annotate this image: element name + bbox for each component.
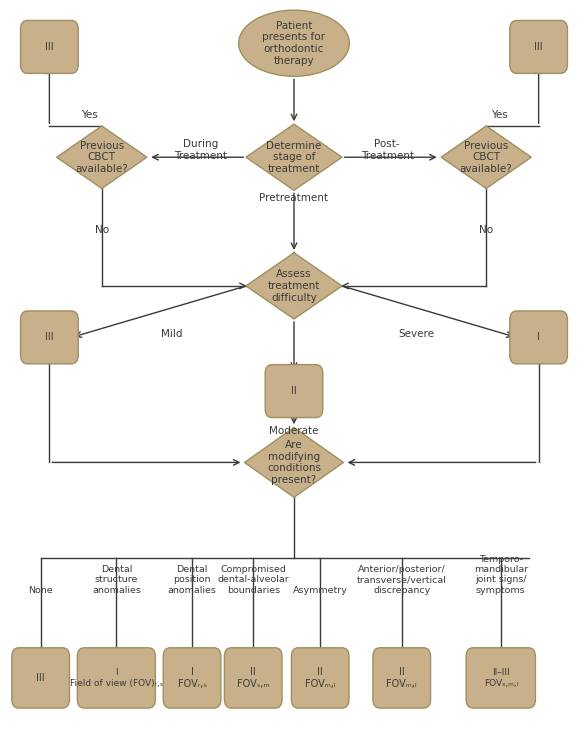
Text: Are
modifying
conditions
present?: Are modifying conditions present? (267, 440, 321, 485)
Text: II
FOVₘ,ₗ: II FOVₘ,ₗ (305, 667, 336, 688)
Text: Temporo-
mandibular
joint signs/
symptoms: Temporo- mandibular joint signs/ symptom… (474, 554, 528, 595)
Text: Determine
stage of
treatment: Determine stage of treatment (266, 141, 322, 174)
Text: Post-
Treatment: Post- Treatment (360, 139, 414, 161)
Text: I: I (537, 333, 540, 342)
Text: Asymmetry: Asymmetry (293, 586, 348, 595)
Text: Previous
CBCT
available?: Previous CBCT available? (460, 141, 513, 174)
FancyBboxPatch shape (12, 648, 69, 708)
FancyBboxPatch shape (225, 648, 282, 708)
Text: Dental
structure
anomalies: Dental structure anomalies (92, 565, 141, 595)
Text: During
Treatment: During Treatment (174, 139, 228, 161)
Polygon shape (56, 126, 147, 188)
Text: III: III (45, 333, 54, 342)
Text: Pretreatment: Pretreatment (259, 193, 329, 202)
Text: Yes: Yes (490, 110, 507, 119)
Text: Dental
position
anomalies: Dental position anomalies (168, 565, 216, 595)
Text: III: III (45, 42, 54, 52)
Text: Patient
presents for
orthodontic
therapy: Patient presents for orthodontic therapy (262, 21, 326, 66)
Polygon shape (245, 428, 343, 497)
Text: Moderate: Moderate (269, 425, 319, 436)
FancyBboxPatch shape (292, 648, 349, 708)
FancyBboxPatch shape (466, 648, 536, 708)
FancyBboxPatch shape (265, 365, 323, 418)
FancyBboxPatch shape (510, 21, 567, 73)
Text: II
FOVₘ,ₗ: II FOVₘ,ₗ (386, 667, 417, 688)
Text: Compromised
dental-alveolar
boundaries: Compromised dental-alveolar boundaries (218, 565, 289, 595)
FancyBboxPatch shape (21, 311, 78, 364)
Text: Previous
CBCT
available?: Previous CBCT available? (75, 141, 128, 174)
Polygon shape (246, 124, 342, 190)
FancyBboxPatch shape (163, 648, 221, 708)
Text: II: II (291, 386, 297, 396)
Text: No: No (479, 225, 493, 235)
FancyBboxPatch shape (510, 311, 567, 364)
Ellipse shape (239, 10, 349, 76)
FancyBboxPatch shape (78, 648, 155, 708)
Text: Severe: Severe (398, 330, 435, 339)
Text: II
FOVₛ,ₘ: II FOVₛ,ₘ (237, 667, 269, 688)
Text: Assess
treatment
difficulty: Assess treatment difficulty (268, 269, 320, 302)
Text: I
FOVᵣ,ₛ: I FOVᵣ,ₛ (178, 667, 206, 688)
Text: No: No (95, 225, 109, 235)
FancyBboxPatch shape (373, 648, 430, 708)
Text: II–III
FOVₛ,ₘ,ₗ: II–III FOVₛ,ₘ,ₗ (484, 668, 518, 688)
Text: I
Field of view (FOV)ᵣ,ₛ: I Field of view (FOV)ᵣ,ₛ (70, 668, 163, 688)
Text: III: III (534, 42, 543, 52)
Text: None: None (28, 586, 53, 595)
Text: Anterior/posterior/
transverse/vertical
discrepancy: Anterior/posterior/ transverse/vertical … (357, 565, 447, 595)
Polygon shape (246, 253, 342, 319)
Text: Yes: Yes (81, 110, 98, 119)
FancyBboxPatch shape (21, 21, 78, 73)
Text: III: III (36, 673, 45, 683)
Polygon shape (441, 126, 532, 188)
Text: Mild: Mild (161, 330, 182, 339)
